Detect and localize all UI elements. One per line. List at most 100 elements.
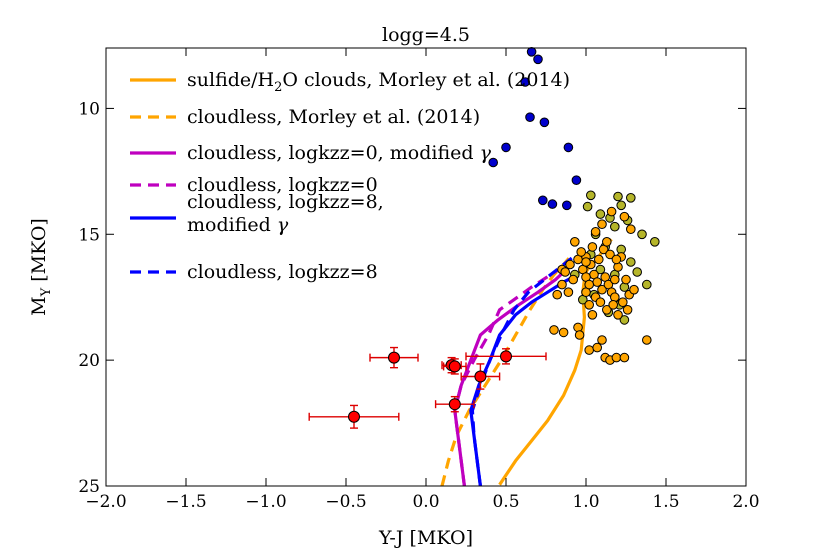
y-axis-label-main: M	[28, 296, 50, 315]
legend-text: modified	[187, 214, 277, 236]
orange-point-12	[610, 292, 620, 303]
orange-point-53	[563, 287, 574, 298]
series-line-5	[470, 253, 578, 486]
navy-point-2	[520, 77, 531, 87]
legend-text: cloudless, logkzz=0, modified	[187, 142, 480, 164]
orange-point-29	[605, 249, 615, 260]
olive-point-19	[642, 279, 652, 290]
olive-point-11	[650, 237, 660, 247]
y-tick-label-0: 10	[78, 99, 100, 119]
orange-point-21	[594, 254, 604, 265]
orange-point-36	[602, 305, 612, 315]
legend-entry-4: cloudless, logkzz=8, modified γ	[187, 191, 384, 236]
orange-point-37	[608, 300, 619, 310]
olive-point-25	[632, 267, 643, 277]
y-axis-label-sub: Y	[39, 287, 54, 297]
orange-point-55	[557, 279, 567, 290]
orange-point-40	[622, 305, 633, 315]
data-layer	[308, 47, 660, 486]
orange-point-13	[613, 262, 623, 272]
orange-point-31	[570, 237, 580, 247]
legend-subscript: 2	[274, 80, 282, 95]
series-line-3	[453, 260, 571, 486]
olive-point-2	[582, 201, 593, 212]
red-point-0	[348, 410, 360, 423]
orange-point-51	[558, 327, 569, 338]
orange-point-49	[597, 335, 607, 345]
x-tick-label-1: −1.5	[165, 492, 206, 512]
orange-point-1	[560, 267, 571, 277]
x-tick-label-8: 2.0	[732, 492, 759, 512]
orange-point-26	[606, 206, 617, 217]
olive-point-4	[626, 193, 636, 203]
orange-point-27	[619, 211, 630, 222]
orange-point-34	[584, 279, 595, 290]
orange-point-18	[584, 300, 595, 310]
navy-point-8	[571, 175, 582, 185]
orange-point-54	[642, 335, 652, 345]
navy-point-7	[563, 142, 574, 153]
y-tick-label-1: 15	[78, 225, 100, 245]
orange-point-19	[587, 310, 598, 320]
orange-point-7	[592, 277, 603, 287]
y-tick-label-2: 20	[78, 351, 100, 371]
orange-point-2	[565, 259, 575, 270]
legend-entry-2: cloudless, logkzz=0, modified γ	[187, 142, 492, 164]
olive-point-15	[626, 257, 636, 267]
y-tick-label-3: 25	[78, 477, 100, 497]
orange-point-43	[584, 345, 595, 355]
red-point-1	[388, 351, 400, 364]
navy-point-4	[539, 117, 550, 128]
orange-point-24	[590, 227, 601, 237]
orange-point-41	[573, 322, 583, 333]
orange-point-59	[629, 284, 639, 295]
legend-text: O clouds, Morley et al. (2014)	[282, 69, 570, 91]
orange-point-8	[597, 284, 607, 295]
x-tick-label-7: 1.5	[652, 492, 679, 512]
orange-point-35	[595, 297, 606, 308]
orange-point-47	[611, 352, 622, 363]
legend-text: sulfide/H	[187, 69, 274, 91]
orange-point-25	[597, 219, 607, 229]
olive-point-16	[595, 264, 606, 275]
x-tick-label-6: 1.0	[572, 492, 599, 512]
olive-point-10	[637, 229, 647, 240]
legend-entry-3: cloudless, logkzz=0	[187, 174, 378, 196]
olive-point-5	[595, 209, 606, 219]
red-point-3	[448, 360, 461, 373]
legend: sulfide/H2O clouds, Morley et al. (2014)…	[130, 69, 570, 283]
navy-point-3	[525, 112, 535, 122]
orange-point-60	[581, 257, 591, 267]
navy-point-10	[547, 199, 558, 209]
legend-text: cloudless, logkzz=8,	[187, 191, 384, 213]
orange-point-56	[568, 274, 579, 285]
orange-point-44	[592, 342, 603, 353]
x-tick-label-4: 0.0	[412, 492, 439, 512]
chart-title: logg=4.5	[382, 24, 470, 46]
orange-point-39	[618, 297, 628, 308]
legend-entry-5: cloudless, logkzz=8	[187, 261, 378, 283]
olive-point-3	[616, 200, 627, 211]
red-point-5	[474, 370, 487, 383]
navy-point-11	[562, 200, 572, 211]
orange-point-61	[576, 247, 587, 257]
orange-point-30	[611, 254, 622, 265]
orange-point-38	[613, 310, 623, 320]
olive-point-23	[619, 315, 630, 325]
y-axis-label: MY [MKO]	[28, 218, 54, 316]
orange-point-23	[602, 237, 612, 247]
x-tick-label-0: −2.0	[85, 492, 126, 512]
x-tick-label-2: −1.0	[245, 492, 286, 512]
navy-point-5	[501, 142, 511, 153]
olive-point-1	[613, 191, 623, 202]
x-tick-label-3: −0.5	[325, 492, 366, 512]
orange-point-15	[621, 274, 631, 285]
olive-point-0	[586, 190, 596, 201]
red-point-4	[448, 398, 461, 411]
navy-point-9	[538, 195, 548, 206]
x-tick-label-5: 0.5	[492, 492, 519, 512]
orange-point-52	[552, 289, 563, 300]
navy-point-0	[526, 47, 537, 57]
legend-symbol: γ	[277, 214, 289, 236]
